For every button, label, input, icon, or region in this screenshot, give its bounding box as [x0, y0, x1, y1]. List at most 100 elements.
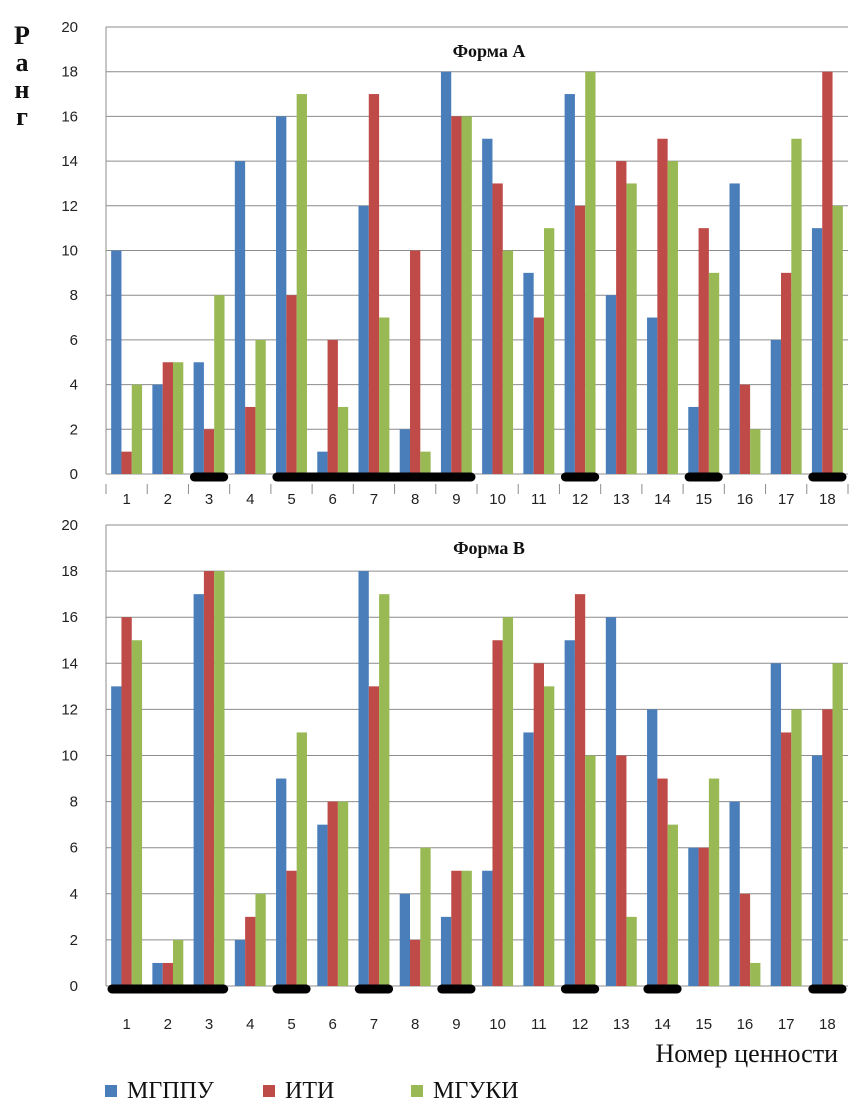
bar-2-cat-7 [368, 94, 380, 475]
bar-2-cat-10 [492, 640, 503, 986]
bar-2-cat-8 [410, 250, 421, 474]
x-tick-label: 2 [164, 491, 172, 508]
bar-2-cat-13 [616, 755, 627, 986]
bar-1-cat-9 [440, 916, 452, 986]
bar-1-cat-1 [111, 250, 122, 474]
y-tick-label: 16 [61, 609, 78, 626]
x-tick-label: 3 [205, 1016, 213, 1033]
bar-3-cat-8 [420, 847, 431, 986]
y-tick-label: 4 [70, 886, 78, 903]
x-tick-label: 6 [329, 1016, 337, 1033]
legend-swatch [263, 1085, 275, 1097]
y-tick-label: 20 [61, 517, 78, 534]
chart-title: Форма В [453, 538, 525, 558]
bar-1-cat-9 [440, 71, 452, 474]
y-tick-label: 12 [61, 198, 78, 215]
bar-1-cat-15 [688, 847, 699, 986]
bar-1-cat-5 [276, 116, 287, 475]
bar-1-cat-6 [317, 451, 328, 474]
bar-3-cat-10 [502, 617, 514, 986]
chart-title: Форма А [453, 41, 526, 61]
bar-1-cat-1 [111, 686, 122, 986]
bar-2-cat-2 [162, 362, 173, 474]
bar-1-cat-11 [523, 272, 534, 474]
bar-3-cat-4 [255, 893, 266, 986]
x-tick-label: 1 [122, 491, 130, 508]
bar-2-cat-9 [451, 116, 462, 475]
bar-2-cat-14 [657, 778, 668, 986]
x-tick-label: 10 [489, 491, 506, 508]
bar-2-cat-5 [286, 870, 297, 986]
bar-3-cat-9 [461, 116, 472, 475]
x-tick-label: 8 [411, 491, 419, 508]
x-tick-label: 15 [695, 1016, 712, 1033]
y-tick-label: 0 [70, 466, 78, 483]
bar-2-cat-13 [616, 161, 627, 474]
bar-3-cat-8 [420, 451, 431, 474]
y-tick-label: 2 [70, 421, 78, 438]
y-tick-label: 0 [70, 978, 78, 995]
bar-3-cat-13 [626, 183, 637, 474]
x-tick-label: 11 [531, 491, 547, 508]
y-tick-label: 20 [61, 19, 78, 36]
bar-1-cat-2 [152, 962, 163, 986]
x-tick-label: 15 [695, 491, 712, 508]
bar-1-cat-5 [276, 778, 287, 986]
x-tick-label: 13 [613, 1016, 630, 1033]
bar-3-cat-1 [131, 640, 143, 986]
bar-2-cat-6 [327, 339, 338, 474]
legend-swatch [105, 1085, 117, 1097]
x-tick-label: 6 [329, 491, 337, 508]
bar-3-cat-4 [255, 339, 266, 474]
bar-1-cat-3 [193, 362, 204, 474]
bar-1-cat-17 [770, 663, 782, 986]
bar-2-cat-14 [657, 138, 668, 474]
bar-1-cat-12 [564, 94, 575, 475]
bar-2-cat-4 [245, 916, 256, 986]
x-tick-label: 3 [205, 491, 213, 508]
y-tick-label: 14 [61, 655, 78, 672]
bar-3-cat-11 [543, 228, 555, 474]
x-tick-label: 14 [654, 491, 671, 508]
bar-3-cat-10 [502, 250, 514, 474]
bar-2-cat-12 [574, 205, 586, 475]
x-tick-label: 13 [613, 491, 630, 508]
legend-label: ИТИ [285, 1078, 334, 1104]
y-tick-label: 10 [61, 243, 78, 260]
bar-2-cat-16 [739, 893, 751, 986]
bar-3-cat-6 [337, 801, 349, 986]
legend-swatch [411, 1085, 423, 1097]
bar-3-cat-18 [832, 205, 843, 475]
bar-3-cat-7 [379, 594, 390, 986]
bar-3-cat-7 [379, 317, 390, 474]
legend-label: МГУКИ [433, 1078, 519, 1104]
bar-3-cat-6 [337, 406, 349, 474]
bar-3-cat-14 [667, 824, 678, 986]
bar-2-cat-11 [533, 317, 544, 474]
x-tick-label: 9 [452, 1016, 460, 1033]
bar-1-cat-17 [770, 339, 782, 474]
y-tick-label: 18 [61, 64, 78, 81]
bar-3-cat-15 [708, 778, 720, 986]
bar-2-cat-8 [410, 939, 421, 986]
x-tick-label: 9 [452, 491, 460, 508]
bar-3-cat-17 [791, 138, 802, 474]
x-tick-label: 12 [572, 1016, 589, 1033]
bar-2-cat-4 [245, 406, 256, 474]
y-tick-label: 6 [70, 840, 78, 857]
x-tick-label: 16 [737, 491, 754, 508]
bar-1-cat-14 [647, 709, 658, 986]
bar-2-cat-3 [203, 429, 215, 474]
bar-2-cat-9 [451, 870, 462, 986]
bar-1-cat-3 [193, 594, 204, 986]
y-axis-label-letter: а [16, 48, 29, 77]
bar-2-cat-16 [739, 384, 751, 474]
bar-1-cat-12 [564, 640, 575, 986]
bar-1-cat-18 [811, 755, 823, 986]
y-axis-label-letter: г [16, 102, 28, 131]
bar-1-cat-8 [399, 893, 411, 986]
bar-1-cat-16 [729, 801, 740, 986]
bar-2-cat-15 [698, 847, 709, 986]
bar-2-cat-12 [574, 594, 586, 986]
